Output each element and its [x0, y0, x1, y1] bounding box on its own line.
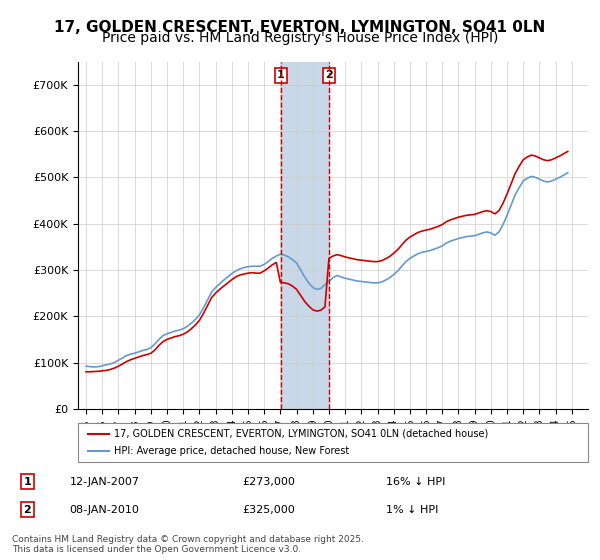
Text: 08-JAN-2010: 08-JAN-2010 [70, 505, 139, 515]
Text: HPI: Average price, detached house, New Forest: HPI: Average price, detached house, New … [114, 446, 349, 456]
FancyBboxPatch shape [78, 423, 588, 462]
Text: £273,000: £273,000 [242, 477, 295, 487]
Text: £325,000: £325,000 [242, 505, 295, 515]
Text: 1% ↓ HPI: 1% ↓ HPI [386, 505, 439, 515]
Text: 1: 1 [277, 71, 285, 81]
Text: 12-JAN-2007: 12-JAN-2007 [70, 477, 140, 487]
Text: 2: 2 [23, 505, 31, 515]
Text: Contains HM Land Registry data © Crown copyright and database right 2025.
This d: Contains HM Land Registry data © Crown c… [12, 535, 364, 554]
Text: 16% ↓ HPI: 16% ↓ HPI [386, 477, 446, 487]
Text: 2: 2 [325, 71, 333, 81]
Text: 17, GOLDEN CRESCENT, EVERTON, LYMINGTON, SO41 0LN (detached house): 17, GOLDEN CRESCENT, EVERTON, LYMINGTON,… [114, 429, 488, 439]
Text: 17, GOLDEN CRESCENT, EVERTON, LYMINGTON, SO41 0LN: 17, GOLDEN CRESCENT, EVERTON, LYMINGTON,… [55, 20, 545, 35]
Bar [281, 62, 329, 409]
Text: 1: 1 [23, 477, 31, 487]
Text: Price paid vs. HM Land Registry's House Price Index (HPI): Price paid vs. HM Land Registry's House … [102, 31, 498, 45]
